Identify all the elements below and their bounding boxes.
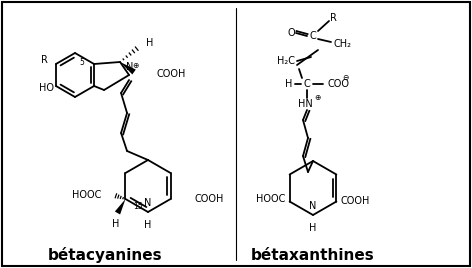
Polygon shape xyxy=(120,62,136,75)
Text: COOH: COOH xyxy=(156,69,185,79)
Text: 15: 15 xyxy=(134,202,143,211)
Text: ⊕: ⊕ xyxy=(314,92,320,102)
Text: COOH: COOH xyxy=(340,196,370,207)
Text: N: N xyxy=(309,201,317,211)
FancyBboxPatch shape xyxy=(2,2,470,266)
Text: HN: HN xyxy=(298,99,312,109)
Text: H₂C: H₂C xyxy=(277,56,295,66)
Text: COO: COO xyxy=(327,79,349,89)
Text: HO: HO xyxy=(39,83,54,93)
Text: COOH: COOH xyxy=(194,194,224,204)
Text: R: R xyxy=(41,55,48,65)
Text: H: H xyxy=(112,219,119,229)
Text: ⊕: ⊕ xyxy=(132,61,138,69)
Text: H: H xyxy=(146,38,153,48)
Text: N: N xyxy=(126,62,134,72)
Text: bétaxanthines: bétaxanthines xyxy=(251,248,375,262)
Polygon shape xyxy=(115,199,126,214)
Text: 5: 5 xyxy=(79,58,84,67)
Text: H: H xyxy=(144,220,152,230)
Text: C: C xyxy=(303,79,311,89)
Text: bétacyanines: bétacyanines xyxy=(48,247,162,263)
Text: CH₂: CH₂ xyxy=(333,39,351,49)
Text: O: O xyxy=(287,28,295,38)
Text: ⊖: ⊖ xyxy=(342,73,348,81)
Text: HOOC: HOOC xyxy=(256,195,286,204)
Text: C: C xyxy=(310,31,316,41)
Text: R: R xyxy=(329,13,337,23)
Text: HOOC: HOOC xyxy=(72,190,101,200)
Text: N: N xyxy=(144,198,152,208)
Text: H: H xyxy=(285,79,293,89)
Text: H: H xyxy=(309,223,317,233)
